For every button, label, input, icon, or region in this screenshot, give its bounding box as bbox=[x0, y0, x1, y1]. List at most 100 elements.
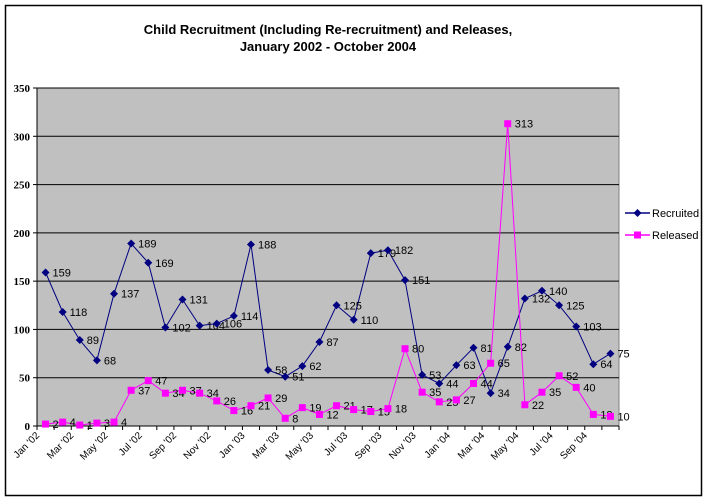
y-tick-label: 250 bbox=[14, 180, 31, 192]
data-point[interactable] bbox=[315, 337, 324, 346]
data-point[interactable] bbox=[367, 408, 375, 416]
data-label: 102 bbox=[172, 322, 190, 334]
data-point[interactable] bbox=[41, 268, 50, 277]
data-point[interactable] bbox=[606, 412, 614, 420]
data-label: 89 bbox=[87, 335, 99, 347]
data-point[interactable] bbox=[59, 418, 67, 426]
data-label: 64 bbox=[600, 359, 612, 371]
data-label: 313 bbox=[515, 119, 533, 131]
chart-title: Child Recruitment (Including Re-recruitm… bbox=[144, 22, 512, 37]
data-point[interactable] bbox=[315, 410, 323, 418]
data-point[interactable] bbox=[384, 405, 392, 413]
data-point[interactable] bbox=[470, 380, 477, 388]
data-label: 53 bbox=[429, 370, 441, 382]
data-point[interactable] bbox=[246, 240, 255, 249]
data-point[interactable] bbox=[127, 239, 136, 248]
data-point[interactable] bbox=[127, 386, 135, 394]
data-point[interactable] bbox=[520, 294, 529, 303]
legend-item-released[interactable]: Released bbox=[625, 230, 698, 242]
data-point[interactable] bbox=[486, 389, 495, 398]
data-point[interactable] bbox=[229, 311, 238, 320]
data-point[interactable] bbox=[298, 404, 306, 412]
data-point[interactable] bbox=[418, 388, 426, 396]
legend-marker-square bbox=[634, 231, 641, 239]
legend-item-recruited[interactable]: Recruited bbox=[625, 208, 699, 220]
data-point[interactable] bbox=[333, 402, 341, 410]
data-point[interactable] bbox=[572, 322, 581, 331]
data-point[interactable] bbox=[418, 370, 427, 379]
data-point[interactable] bbox=[572, 383, 580, 391]
data-point[interactable] bbox=[366, 249, 375, 258]
data-label: 12 bbox=[326, 409, 338, 421]
data-point[interactable] bbox=[281, 414, 289, 422]
y-tick-label: 200 bbox=[14, 228, 31, 240]
data-label: 103 bbox=[583, 322, 601, 334]
data-point[interactable] bbox=[93, 419, 101, 427]
data-point[interactable] bbox=[555, 301, 564, 310]
data-point[interactable] bbox=[178, 295, 187, 304]
data-label: 27 bbox=[463, 395, 475, 407]
data-point[interactable] bbox=[75, 336, 84, 345]
data-point[interactable] bbox=[503, 342, 512, 351]
data-label: 51 bbox=[292, 372, 304, 384]
data-point[interactable] bbox=[383, 246, 392, 255]
data-point[interactable] bbox=[487, 359, 495, 367]
data-point[interactable] bbox=[213, 397, 221, 405]
data-point[interactable] bbox=[555, 372, 563, 380]
data-point[interactable] bbox=[110, 418, 118, 426]
data-label: 29 bbox=[275, 393, 287, 405]
data-point[interactable] bbox=[196, 389, 204, 397]
data-point[interactable] bbox=[110, 289, 119, 298]
data-point[interactable] bbox=[538, 388, 546, 396]
data-point[interactable] bbox=[144, 377, 152, 385]
data-point[interactable] bbox=[349, 315, 358, 324]
data-point[interactable] bbox=[161, 323, 170, 332]
data-point[interactable] bbox=[401, 276, 410, 285]
series-recruited: 1591188968137189169102131104106114188585… bbox=[41, 238, 630, 400]
data-label: 131 bbox=[190, 294, 208, 306]
data-point[interactable] bbox=[435, 398, 443, 406]
data-point[interactable] bbox=[589, 360, 598, 369]
data-point[interactable] bbox=[401, 345, 409, 353]
data-point[interactable] bbox=[230, 407, 238, 415]
data-point[interactable] bbox=[332, 301, 341, 310]
legend: Recruited Released bbox=[625, 208, 699, 242]
data-point[interactable] bbox=[264, 394, 272, 402]
data-point[interactable] bbox=[504, 120, 512, 128]
data-point[interactable] bbox=[144, 258, 153, 267]
data-point[interactable] bbox=[452, 396, 460, 404]
data-label: 188 bbox=[258, 239, 276, 251]
legend-label-recruited: Recruited bbox=[652, 208, 699, 220]
data-point[interactable] bbox=[469, 343, 478, 352]
data-label: 47 bbox=[155, 376, 167, 388]
data-label: 159 bbox=[53, 267, 71, 279]
data-label: 132 bbox=[532, 294, 550, 306]
data-point[interactable] bbox=[42, 420, 50, 428]
data-point[interactable] bbox=[298, 362, 307, 371]
data-label: 151 bbox=[412, 275, 430, 287]
data-label: 44 bbox=[446, 379, 458, 391]
data-point[interactable] bbox=[58, 308, 67, 317]
data-point[interactable] bbox=[521, 401, 529, 409]
data-point[interactable] bbox=[195, 321, 204, 330]
data-point[interactable] bbox=[247, 402, 255, 410]
data-label: 52 bbox=[566, 371, 578, 383]
data-point[interactable] bbox=[76, 421, 84, 429]
data-point[interactable] bbox=[281, 372, 290, 381]
data-point[interactable] bbox=[92, 356, 101, 365]
data-point[interactable] bbox=[179, 386, 186, 394]
data-point[interactable] bbox=[212, 319, 221, 328]
data-point[interactable] bbox=[161, 389, 169, 397]
data-point[interactable] bbox=[452, 361, 461, 370]
data-label: 125 bbox=[344, 300, 362, 312]
data-point[interactable] bbox=[435, 379, 444, 388]
data-label: 8 bbox=[292, 413, 298, 425]
series-line bbox=[45, 123, 611, 426]
data-point[interactable] bbox=[589, 410, 597, 418]
data-point[interactable] bbox=[606, 349, 615, 358]
data-point[interactable] bbox=[537, 286, 546, 295]
data-point[interactable] bbox=[350, 406, 358, 414]
data-point[interactable] bbox=[264, 365, 273, 374]
chart-subtitle: January 2002 - October 2004 bbox=[240, 39, 417, 54]
